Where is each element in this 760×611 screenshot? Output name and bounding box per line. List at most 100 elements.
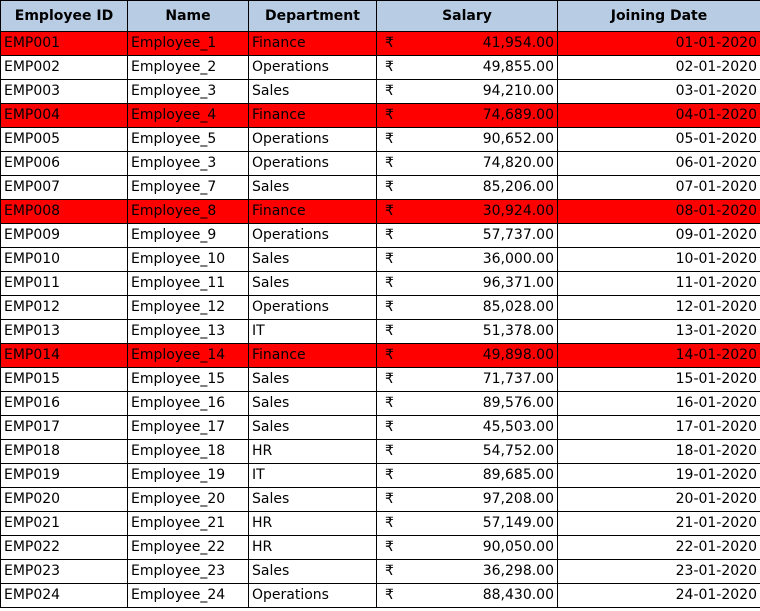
cell-salary[interactable]: ₹71,737.00	[376, 367, 558, 392]
cell-employee-id[interactable]: EMP010	[0, 247, 128, 272]
cell-salary[interactable]: ₹30,924.00	[376, 199, 558, 224]
cell-joining-date[interactable]: 12-01-2020	[557, 295, 760, 320]
cell-salary[interactable]: ₹94,210.00	[376, 79, 558, 104]
cell-name[interactable]: Employee_12	[127, 295, 249, 320]
cell-name[interactable]: Employee_22	[127, 535, 249, 560]
cell-employee-id[interactable]: EMP003	[0, 79, 128, 104]
cell-joining-date[interactable]: 23-01-2020	[557, 559, 760, 584]
cell-joining-date[interactable]: 03-01-2020	[557, 79, 760, 104]
cell-joining-date[interactable]: 21-01-2020	[557, 511, 760, 536]
cell-joining-date[interactable]: 05-01-2020	[557, 127, 760, 152]
cell-salary[interactable]: ₹45,503.00	[376, 415, 558, 440]
cell-salary[interactable]: ₹74,820.00	[376, 151, 558, 176]
cell-joining-date[interactable]: 24-01-2020	[557, 583, 760, 608]
cell-department[interactable]: Finance	[248, 31, 377, 56]
header-joining-date[interactable]: Joining Date	[557, 0, 760, 32]
cell-name[interactable]: Employee_19	[127, 463, 249, 488]
cell-department[interactable]: Operations	[248, 223, 377, 248]
cell-employee-id[interactable]: EMP009	[0, 223, 128, 248]
cell-name[interactable]: Employee_3	[127, 151, 249, 176]
cell-salary[interactable]: ₹57,737.00	[376, 223, 558, 248]
cell-employee-id[interactable]: EMP015	[0, 367, 128, 392]
cell-joining-date[interactable]: 11-01-2020	[557, 271, 760, 296]
cell-name[interactable]: Employee_14	[127, 343, 249, 368]
cell-salary[interactable]: ₹49,855.00	[376, 55, 558, 80]
cell-department[interactable]: HR	[248, 535, 377, 560]
header-employee-id[interactable]: Employee ID	[0, 0, 128, 32]
cell-employee-id[interactable]: EMP008	[0, 199, 128, 224]
cell-name[interactable]: Employee_10	[127, 247, 249, 272]
cell-name[interactable]: Employee_23	[127, 559, 249, 584]
cell-department[interactable]: IT	[248, 319, 377, 344]
cell-department[interactable]: Sales	[248, 367, 377, 392]
cell-salary[interactable]: ₹74,689.00	[376, 103, 558, 128]
cell-employee-id[interactable]: EMP017	[0, 415, 128, 440]
cell-salary[interactable]: ₹85,206.00	[376, 175, 558, 200]
cell-name[interactable]: Employee_7	[127, 175, 249, 200]
cell-employee-id[interactable]: EMP007	[0, 175, 128, 200]
cell-name[interactable]: Employee_1	[127, 31, 249, 56]
cell-joining-date[interactable]: 13-01-2020	[557, 319, 760, 344]
cell-name[interactable]: Employee_2	[127, 55, 249, 80]
cell-department[interactable]: Sales	[248, 79, 377, 104]
cell-joining-date[interactable]: 10-01-2020	[557, 247, 760, 272]
cell-salary[interactable]: ₹36,000.00	[376, 247, 558, 272]
cell-salary[interactable]: ₹90,050.00	[376, 535, 558, 560]
cell-department[interactable]: Sales	[248, 391, 377, 416]
cell-salary[interactable]: ₹85,028.00	[376, 295, 558, 320]
cell-joining-date[interactable]: 07-01-2020	[557, 175, 760, 200]
cell-employee-id[interactable]: EMP021	[0, 511, 128, 536]
cell-department[interactable]: Sales	[248, 247, 377, 272]
cell-joining-date[interactable]: 02-01-2020	[557, 55, 760, 80]
cell-department[interactable]: HR	[248, 511, 377, 536]
cell-department[interactable]: Operations	[248, 295, 377, 320]
cell-joining-date[interactable]: 09-01-2020	[557, 223, 760, 248]
cell-employee-id[interactable]: EMP016	[0, 391, 128, 416]
cell-salary[interactable]: ₹89,576.00	[376, 391, 558, 416]
cell-name[interactable]: Employee_15	[127, 367, 249, 392]
cell-department[interactable]: Operations	[248, 151, 377, 176]
cell-department[interactable]: Operations	[248, 583, 377, 608]
cell-employee-id[interactable]: EMP005	[0, 127, 128, 152]
cell-joining-date[interactable]: 04-01-2020	[557, 103, 760, 128]
cell-joining-date[interactable]: 15-01-2020	[557, 367, 760, 392]
cell-department[interactable]: Sales	[248, 487, 377, 512]
cell-employee-id[interactable]: EMP006	[0, 151, 128, 176]
cell-salary[interactable]: ₹97,208.00	[376, 487, 558, 512]
cell-department[interactable]: Finance	[248, 103, 377, 128]
cell-employee-id[interactable]: EMP013	[0, 319, 128, 344]
cell-salary[interactable]: ₹54,752.00	[376, 439, 558, 464]
header-name[interactable]: Name	[127, 0, 249, 32]
cell-department[interactable]: Sales	[248, 415, 377, 440]
header-salary[interactable]: Salary	[376, 0, 558, 32]
cell-name[interactable]: Employee_20	[127, 487, 249, 512]
cell-salary[interactable]: ₹49,898.00	[376, 343, 558, 368]
cell-department[interactable]: Sales	[248, 175, 377, 200]
cell-department[interactable]: HR	[248, 439, 377, 464]
cell-name[interactable]: Employee_17	[127, 415, 249, 440]
cell-department[interactable]: Finance	[248, 343, 377, 368]
cell-salary[interactable]: ₹89,685.00	[376, 463, 558, 488]
cell-joining-date[interactable]: 16-01-2020	[557, 391, 760, 416]
cell-salary[interactable]: ₹88,430.00	[376, 583, 558, 608]
cell-salary[interactable]: ₹96,371.00	[376, 271, 558, 296]
cell-employee-id[interactable]: EMP011	[0, 271, 128, 296]
header-department[interactable]: Department	[248, 0, 377, 32]
cell-salary[interactable]: ₹90,652.00	[376, 127, 558, 152]
cell-name[interactable]: Employee_3	[127, 79, 249, 104]
cell-department[interactable]: Sales	[248, 559, 377, 584]
cell-joining-date[interactable]: 19-01-2020	[557, 463, 760, 488]
cell-name[interactable]: Employee_8	[127, 199, 249, 224]
cell-joining-date[interactable]: 18-01-2020	[557, 439, 760, 464]
cell-employee-id[interactable]: EMP004	[0, 103, 128, 128]
cell-name[interactable]: Employee_24	[127, 583, 249, 608]
cell-department[interactable]: Operations	[248, 127, 377, 152]
cell-salary[interactable]: ₹57,149.00	[376, 511, 558, 536]
cell-employee-id[interactable]: EMP022	[0, 535, 128, 560]
cell-name[interactable]: Employee_5	[127, 127, 249, 152]
cell-department[interactable]: Sales	[248, 271, 377, 296]
cell-employee-id[interactable]: EMP001	[0, 31, 128, 56]
cell-employee-id[interactable]: EMP002	[0, 55, 128, 80]
cell-joining-date[interactable]: 06-01-2020	[557, 151, 760, 176]
cell-department[interactable]: IT	[248, 463, 377, 488]
